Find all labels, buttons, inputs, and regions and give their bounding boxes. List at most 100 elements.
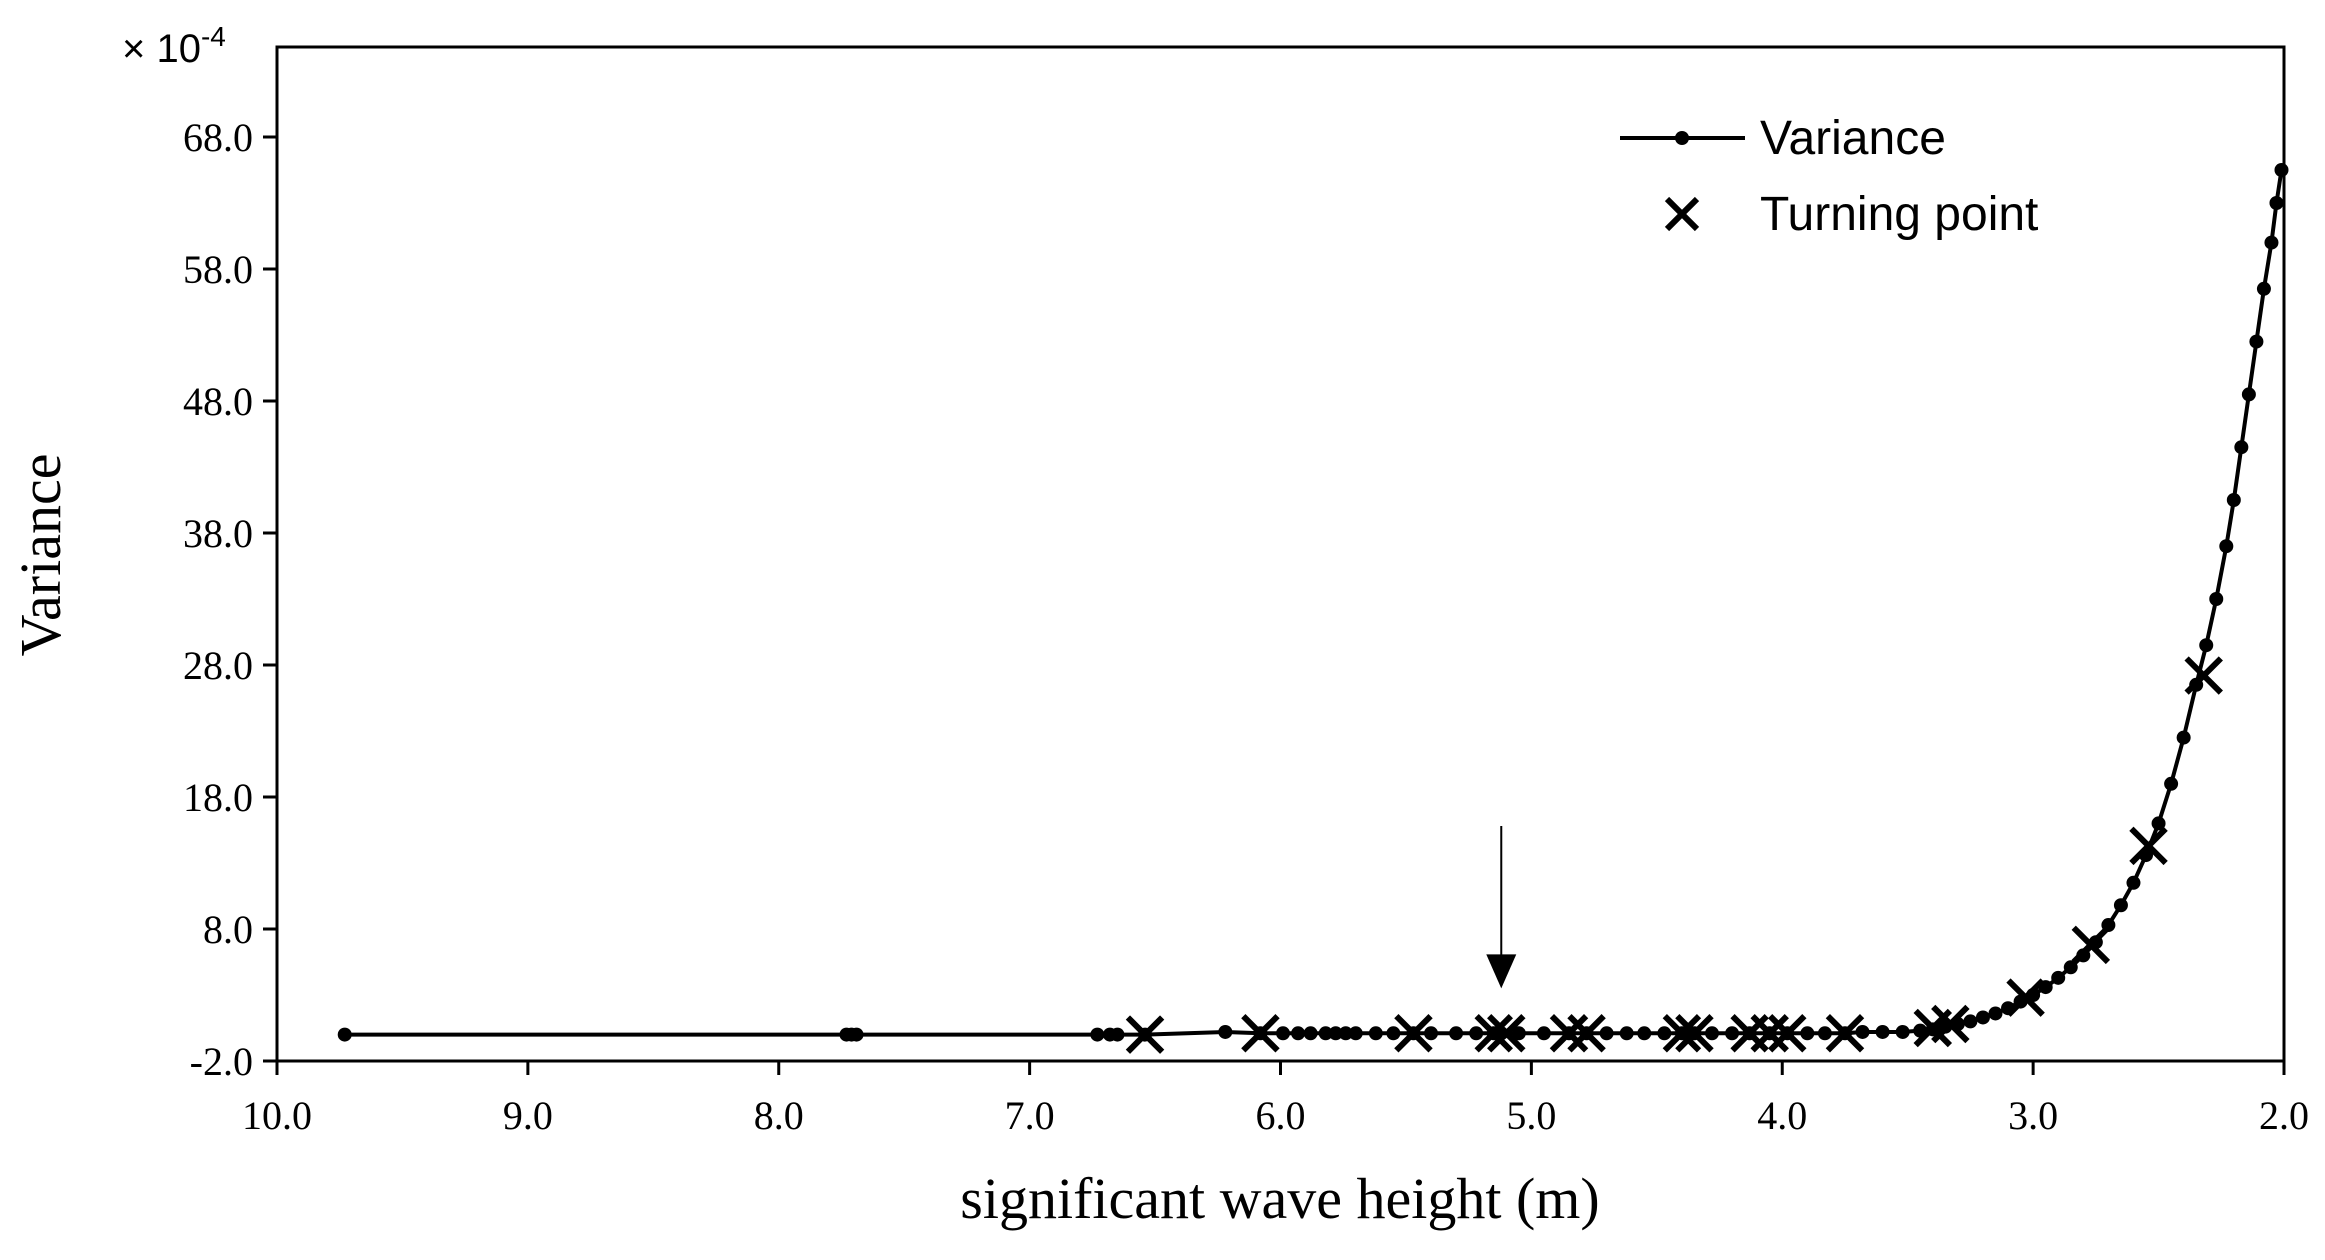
y-axis-ticks: -2.0 8.0 18.0 28.0 38.0 48.0 58.0 68.0 (183, 115, 277, 1084)
variance-point (2151, 816, 2166, 831)
legend: Variance Turning point (1620, 112, 2038, 241)
y-tick-label: 48.0 (183, 379, 253, 424)
x-tick-label: 2.0 (2259, 1093, 2309, 1138)
x-tick-label: 5.0 (1506, 1093, 1556, 1138)
variance-point (1725, 1026, 1740, 1041)
variance-point (1895, 1024, 1910, 1039)
turning-point-marker (1931, 1004, 1970, 1044)
variance-point (2063, 960, 2078, 975)
variance-point (1599, 1026, 1614, 1041)
variance-point (1218, 1024, 1233, 1039)
variance-point (2176, 730, 2191, 745)
variance-point (1090, 1027, 1105, 1042)
turning-point-marker (1394, 1014, 1433, 1053)
x-axis-ticks: 10.0 9.0 8.0 7.0 6.0 5.0 4.0 3.0 2.0 (242, 1061, 2309, 1138)
variance-point (1338, 1026, 1353, 1041)
variance-point (1657, 1026, 1672, 1041)
y-tick-label: 38.0 (183, 511, 253, 556)
variance-point (1963, 1014, 1978, 1029)
x-axis-label: significant wave height (m) (960, 1166, 1599, 1231)
turning-point-marker (1474, 1014, 1513, 1053)
variance-point (1705, 1026, 1720, 1041)
legend-variance-marker (1675, 131, 1689, 145)
variance-point (2226, 493, 2241, 507)
variance-point (2051, 970, 2066, 985)
variance-point (1511, 1026, 1526, 1041)
variance-point (2164, 776, 2179, 791)
variance-point (1817, 1026, 1832, 1041)
variance-point (1110, 1027, 1125, 1042)
turning-point-marker (1487, 1014, 1526, 1053)
x-tick-label: 7.0 (1005, 1093, 1055, 1138)
variance-point (1276, 1026, 1291, 1041)
variance-point (2199, 638, 2214, 653)
y-tick-label: 68.0 (183, 115, 253, 160)
turning-point-marker (2071, 925, 2111, 965)
y-tick-label: 58.0 (183, 247, 253, 292)
x-tick-label: 4.0 (1757, 1093, 1807, 1138)
variance-point (1424, 1026, 1439, 1041)
variance-point (337, 1027, 352, 1042)
x-tick-label: 3.0 (2008, 1093, 2058, 1138)
variance-series (337, 163, 2289, 1042)
y-tick-label: 28.0 (183, 643, 253, 688)
variance-point (2274, 163, 2289, 177)
y-multiplier-exponent: -4 (201, 21, 226, 52)
variance-point (2113, 898, 2128, 913)
turning-point-marker (1768, 1014, 1807, 1053)
turning-point-marker (1825, 1014, 1865, 1053)
variance-point (2241, 387, 2256, 402)
variance-line (344, 169, 2284, 1037)
turning-point-marker (1567, 1014, 1606, 1053)
x-tick-label: 8.0 (754, 1093, 804, 1138)
variance-point (1303, 1026, 1318, 1041)
turning-point-series (1125, 656, 2223, 1054)
variance-point (1975, 1010, 1990, 1025)
variance-point (2249, 334, 2264, 349)
variance-point (2256, 281, 2271, 296)
variance-point (1855, 1024, 1870, 1039)
variance-point (1800, 1026, 1815, 1041)
x-tick-label: 6.0 (1256, 1093, 1306, 1138)
legend-turning-marker (1664, 196, 1700, 232)
variance-point (1368, 1026, 1383, 1041)
y-axis-label: Variance (8, 454, 73, 657)
x-tick-label: 10.0 (242, 1093, 312, 1138)
turning-point-marker (1241, 1014, 1280, 1053)
variance-point (1386, 1026, 1401, 1041)
turning-point-marker (2184, 656, 2223, 695)
variance-point (1637, 1026, 1652, 1041)
legend-variance-label: Variance (1760, 112, 1946, 165)
variance-point (2126, 875, 2141, 890)
x-tick-label: 9.0 (503, 1093, 553, 1138)
y-tick-label: -2.0 (190, 1039, 253, 1084)
variance-point (1536, 1026, 1551, 1041)
variance-point (1328, 1026, 1343, 1041)
variance-point (1291, 1026, 1306, 1041)
legend-turning-label: Turning point (1760, 188, 2038, 241)
variance-point (2219, 539, 2234, 554)
variance-point (849, 1027, 864, 1042)
variance-point (2264, 235, 2279, 250)
turning-point-marker (1662, 1014, 1702, 1053)
variance-point (2234, 440, 2249, 455)
annotation-arrow-head (1486, 954, 1517, 989)
variance-point (1988, 1006, 2003, 1021)
y-multiplier-base: × 10 (122, 27, 201, 71)
variance-point (1875, 1024, 1890, 1039)
y-axis-multiplier: × 10-4 (122, 21, 226, 71)
y-tick-label: 18.0 (183, 775, 253, 820)
turning-point-marker (2006, 978, 2045, 1017)
turning-point-marker (2129, 826, 2168, 866)
variance-point (1318, 1026, 1333, 1041)
variance-point (2209, 592, 2224, 606)
variance-point (1348, 1026, 1363, 1041)
variance-point (1619, 1026, 1634, 1041)
y-tick-label: 8.0 (203, 907, 253, 952)
variance-point (1469, 1026, 1484, 1041)
turning-point-marker (1675, 1014, 1714, 1053)
variance-point (2269, 196, 2284, 210)
turning-point-marker (1125, 1015, 1165, 1054)
annotation-layer (1486, 826, 1517, 989)
